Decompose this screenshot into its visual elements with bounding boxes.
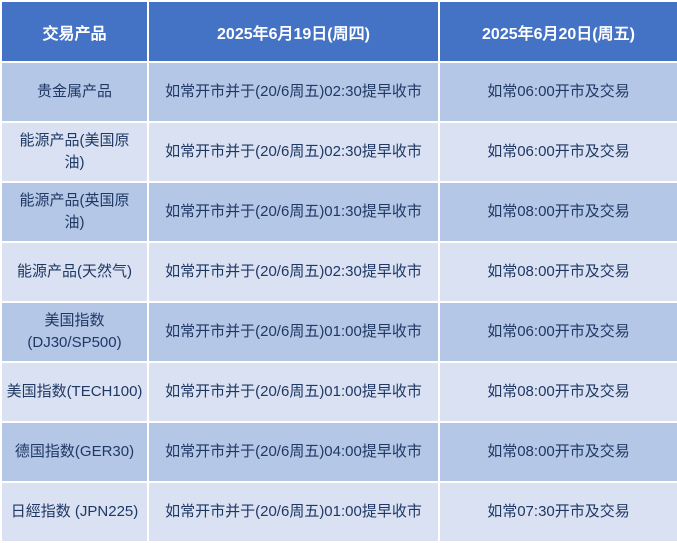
table-row: 能源产品(天然气) 如常开市并于(20/6周五)02:30提早收市 如常08:00开… xyxy=(0,241,677,303)
june19-schedule-cell: 如常开市并于(20/6周五)02:30提早收市 xyxy=(147,121,440,183)
table-row: 贵金属产品 如常开市并于(20/6周五)02:30提早收市 如常06:00开市及交易 xyxy=(0,61,677,123)
june20-schedule-cell: 如常06:00开市及交易 xyxy=(438,61,677,123)
product-cell: 美国指数(TECH100) xyxy=(0,361,149,423)
product-cell: 贵金属产品 xyxy=(0,61,149,123)
june19-schedule-cell: 如常开市并于(20/6周五)01:00提早收市 xyxy=(147,481,440,543)
product-cell: 能源产品(英国原 油) xyxy=(0,181,149,243)
june20-schedule-cell: 如常08:00开市及交易 xyxy=(438,181,677,243)
june19-schedule-cell: 如常开市并于(20/6周五)02:30提早收市 xyxy=(147,61,440,123)
product-cell: 能源产品(天然气) xyxy=(0,241,149,303)
june19-schedule-cell: 如常开市并于(20/6周五)02:30提早收市 xyxy=(147,241,440,303)
june19-schedule-cell: 如常开市并于(20/6周五)01:30提早收市 xyxy=(147,181,440,243)
table-row: 美国指数 (DJ30/SP500) 如常开市并于(20/6周五)01:00提早收市… xyxy=(0,301,677,363)
june19-schedule-cell: 如常开市并于(20/6周五)01:00提早收市 xyxy=(147,301,440,363)
table-header-row: 交易产品 2025年6月19日(周四) 2025年6月20日(周五) xyxy=(0,0,677,63)
table-body: 贵金属产品 如常开市并于(20/6周五)02:30提早收市 如常06:00开市及交易… xyxy=(0,61,677,543)
june19-schedule-cell: 如常开市并于(20/6周五)04:00提早收市 xyxy=(147,421,440,483)
header-date-june19: 2025年6月19日(周四) xyxy=(147,0,440,63)
table-row: 美国指数(TECH100) 如常开市并于(20/6周五)01:00提早收市 如常08… xyxy=(0,361,677,423)
june20-schedule-cell: 如常08:00开市及交易 xyxy=(438,421,677,483)
table-row: 德国指数(GER30) 如常开市并于(20/6周五)04:00提早收市 如常08:0… xyxy=(0,421,677,483)
june20-schedule-cell: 如常06:00开市及交易 xyxy=(438,121,677,183)
product-cell: 美国指数 (DJ30/SP500) xyxy=(0,301,149,363)
table-row: 日經指数 (JPN225) 如常开市并于(20/6周五)01:00提早收市 如常07… xyxy=(0,481,677,543)
june19-schedule-cell: 如常开市并于(20/6周五)01:00提早收市 xyxy=(147,361,440,423)
table-row: 能源产品(美国原 油) 如常开市并于(20/6周五)02:30提早收市 如常06:0… xyxy=(0,121,677,183)
product-cell: 能源产品(美国原 油) xyxy=(0,121,149,183)
june20-schedule-cell: 如常06:00开市及交易 xyxy=(438,301,677,363)
header-date-june20: 2025年6月20日(周五) xyxy=(438,0,677,63)
table-row: 能源产品(英国原 油) 如常开市并于(20/6周五)01:30提早收市 如常08:0… xyxy=(0,181,677,243)
june20-schedule-cell: 如常07:30开市及交易 xyxy=(438,481,677,543)
header-trading-product: 交易产品 xyxy=(0,0,149,63)
june20-schedule-cell: 如常08:00开市及交易 xyxy=(438,241,677,303)
product-cell: 德国指数(GER30) xyxy=(0,421,149,483)
product-cell: 日經指数 (JPN225) xyxy=(0,481,149,543)
june20-schedule-cell: 如常08:00开市及交易 xyxy=(438,361,677,423)
